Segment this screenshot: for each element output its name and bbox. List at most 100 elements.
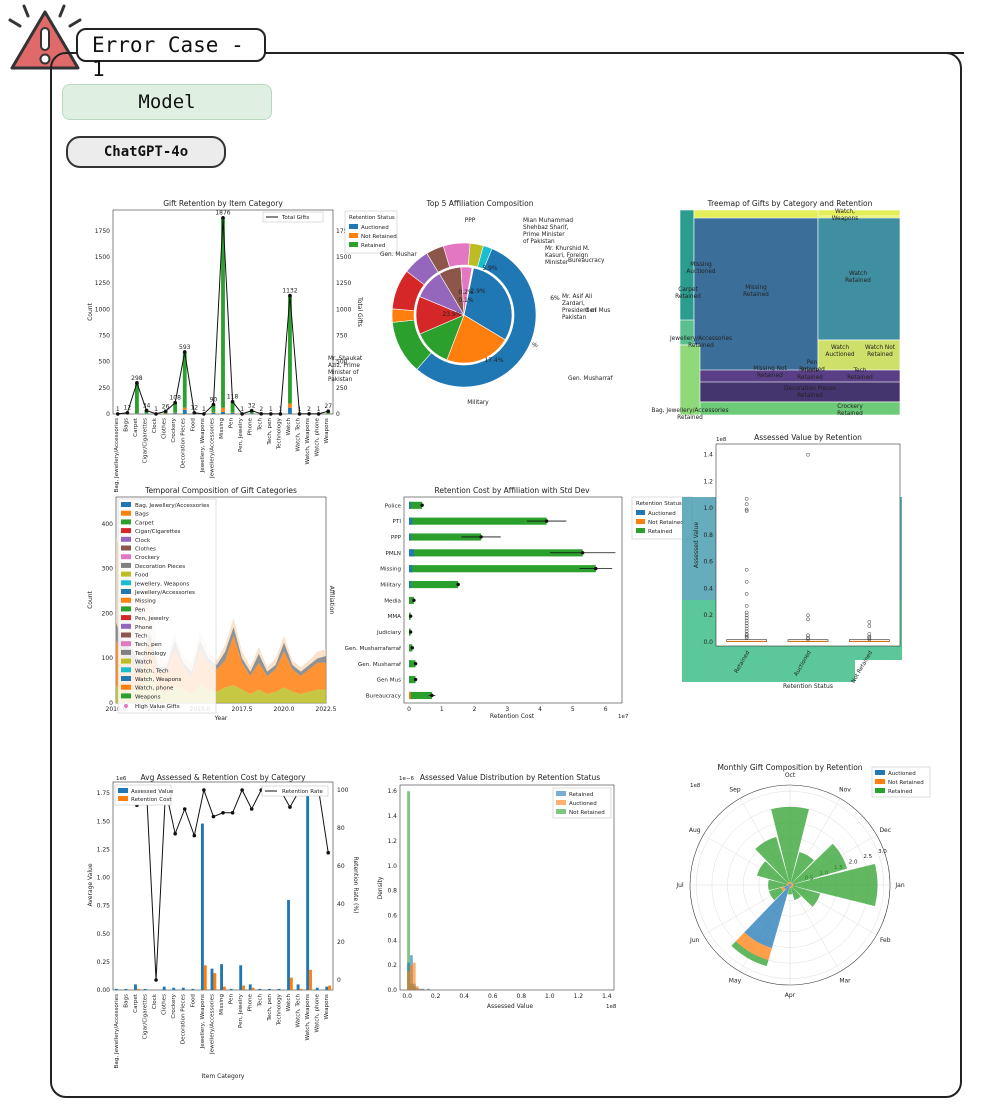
chart9-legend-swatch [875,770,885,775]
chart9-wedge-not-retained [735,932,772,961]
chart5-legend-label: Retained [648,529,672,535]
chart1-xtick: Watch [286,418,292,436]
chart7-line-legend-label: Retention Rate [282,789,323,795]
chart2-pct-label: 6% [550,295,560,302]
chart7-rate-point [249,807,254,811]
chart1-total-label: 90 [210,397,218,404]
chart1-xtick: Food [190,418,196,432]
chart9-wedge-retained [792,885,821,907]
chart7-xtick: Tech [257,994,263,1008]
frame-top-line [264,52,964,54]
chart5-bar-retained [409,533,482,541]
chart1-total-label: 12 [190,405,198,412]
chart6-outlier [744,621,749,626]
chart1-total-label: 593 [179,344,191,351]
chart1-total-point [269,412,273,416]
chart4-legend-swatch [121,632,131,638]
chart3-label: Retained [797,375,823,381]
chart4-legend-swatch [121,580,131,586]
chart2-pct-label: 2.9% [470,288,486,295]
chart5-scale: 1e7 [618,714,629,720]
model-name-badge: ChatGPT-4o [66,136,226,168]
chart7-bar-assessed [296,984,300,990]
chart1-total-point [326,409,331,413]
chart7-legend-label: Assessed Value [131,789,174,795]
chart1-ytick: 750 [99,333,111,340]
chart6-outlier [744,567,749,572]
chart7-bar-assessed [134,984,137,990]
chart7-bar-retention-cost [136,988,140,990]
chart7-ytick: 0.50 [97,931,111,938]
chart4-marker-legend-swatch [124,704,128,708]
chart8-legend-label: Auctioned [569,801,597,807]
chart5-ytick: Gen. Musharrafarraf [345,646,402,652]
chart7-bar-retention-cost [242,985,245,990]
chart6-outlier [867,636,872,640]
chart7-ytick: 0.25 [97,959,111,966]
chart3-label: Missing Not [753,366,787,372]
chart7-legend-label: Retention Cost [131,797,172,803]
chart1-xtick: Decoration Pieces [181,418,187,468]
chart7-bar-assessed [114,988,118,990]
chart9-wedge-not-retained [787,881,790,884]
chart5-bar-retained [409,676,416,684]
chart2-outer-label: Prime Minister [523,232,565,238]
chart1-total-point [240,412,244,416]
chart7-rate-point [182,807,187,811]
chart1-bar-not-retained [221,407,225,412]
chart8-hist-bar [427,988,430,990]
chart8-legend-label: Not Retained [569,810,605,816]
chart9-wedge-not-retained [780,886,786,892]
chart9-title: Monthly Gift Composition by Retention [717,763,862,772]
chart9-wedge-retained [790,851,814,883]
chart9-legend-label: Retained [888,789,912,795]
chart7-line-legend [261,785,329,797]
chart1-bar-retained [211,404,216,413]
chart6-outlier [744,507,749,512]
chart1-total-label: 2 [307,406,311,413]
chart4-legend-label: Cigar/Cigarettes [135,529,181,535]
chart4-legend-label: Jewellery, Weapons [134,581,189,587]
chart7-ytick2: 60 [337,863,345,870]
chart1-total-label: 26 [162,403,170,410]
chart3-label: Pen [807,360,818,366]
chart6-ytick: 1.0 [703,505,713,512]
chart9-wedge-not-retained [791,885,794,888]
chart1-bar-not-retained [182,407,187,410]
chart9-wedge-auctioned [744,885,790,949]
chart7-xtick: Weapons [324,994,330,1020]
chart5-mean-point [544,519,549,523]
chart6-bg-block [682,682,902,703]
chart9-legend-label: Auctioned [888,771,916,777]
chart4-legend-swatch [121,667,131,673]
chart2-pct-label: 0.2% [458,289,474,296]
chart4-legend-swatch [121,641,131,647]
chart1-total-point [316,412,321,416]
chart1-xtick: Watch, phone [315,417,321,456]
chart5-bar-retained [409,691,432,700]
chart7-xtick: Pen, Jewelry [238,993,244,1028]
chart7-xtick: Clock [152,993,158,1009]
chart9-wedge-auctioned [783,885,790,890]
chart6-bg-block [855,660,902,682]
chart1-bar-not-retained [173,412,178,414]
chart9-legend-swatch [875,788,885,793]
chart7-xtick: Crockery [171,993,177,1018]
chart3-label: Retained [847,375,873,381]
chart1-total-label: 1 [298,406,302,413]
chart5-bar-auctioned [409,533,411,541]
chart5-bar-auctioned [409,501,411,509]
chart5-xlabel: Retention Cost [490,713,535,720]
chart8-ytick: 0.8 [387,888,397,895]
chart9-wedge-not-retained [791,884,794,886]
chart3-label: Watch [831,345,849,351]
chart1-xtick: Watch, Weapons [305,418,311,465]
chart1-total-point [259,411,264,416]
chart4-legend-label: Watch, phone [135,686,174,692]
chart8-xtick: 1.4 [602,993,612,1000]
chart1-xtick: Technology [276,417,282,450]
chart2-outer-label: Kasuri, Foreign [545,253,588,259]
chart9-wedge-auctioned [790,885,792,887]
chart2-outer-label: Pakistan [562,315,587,321]
chart7-xtick: Clothes [162,994,168,1015]
